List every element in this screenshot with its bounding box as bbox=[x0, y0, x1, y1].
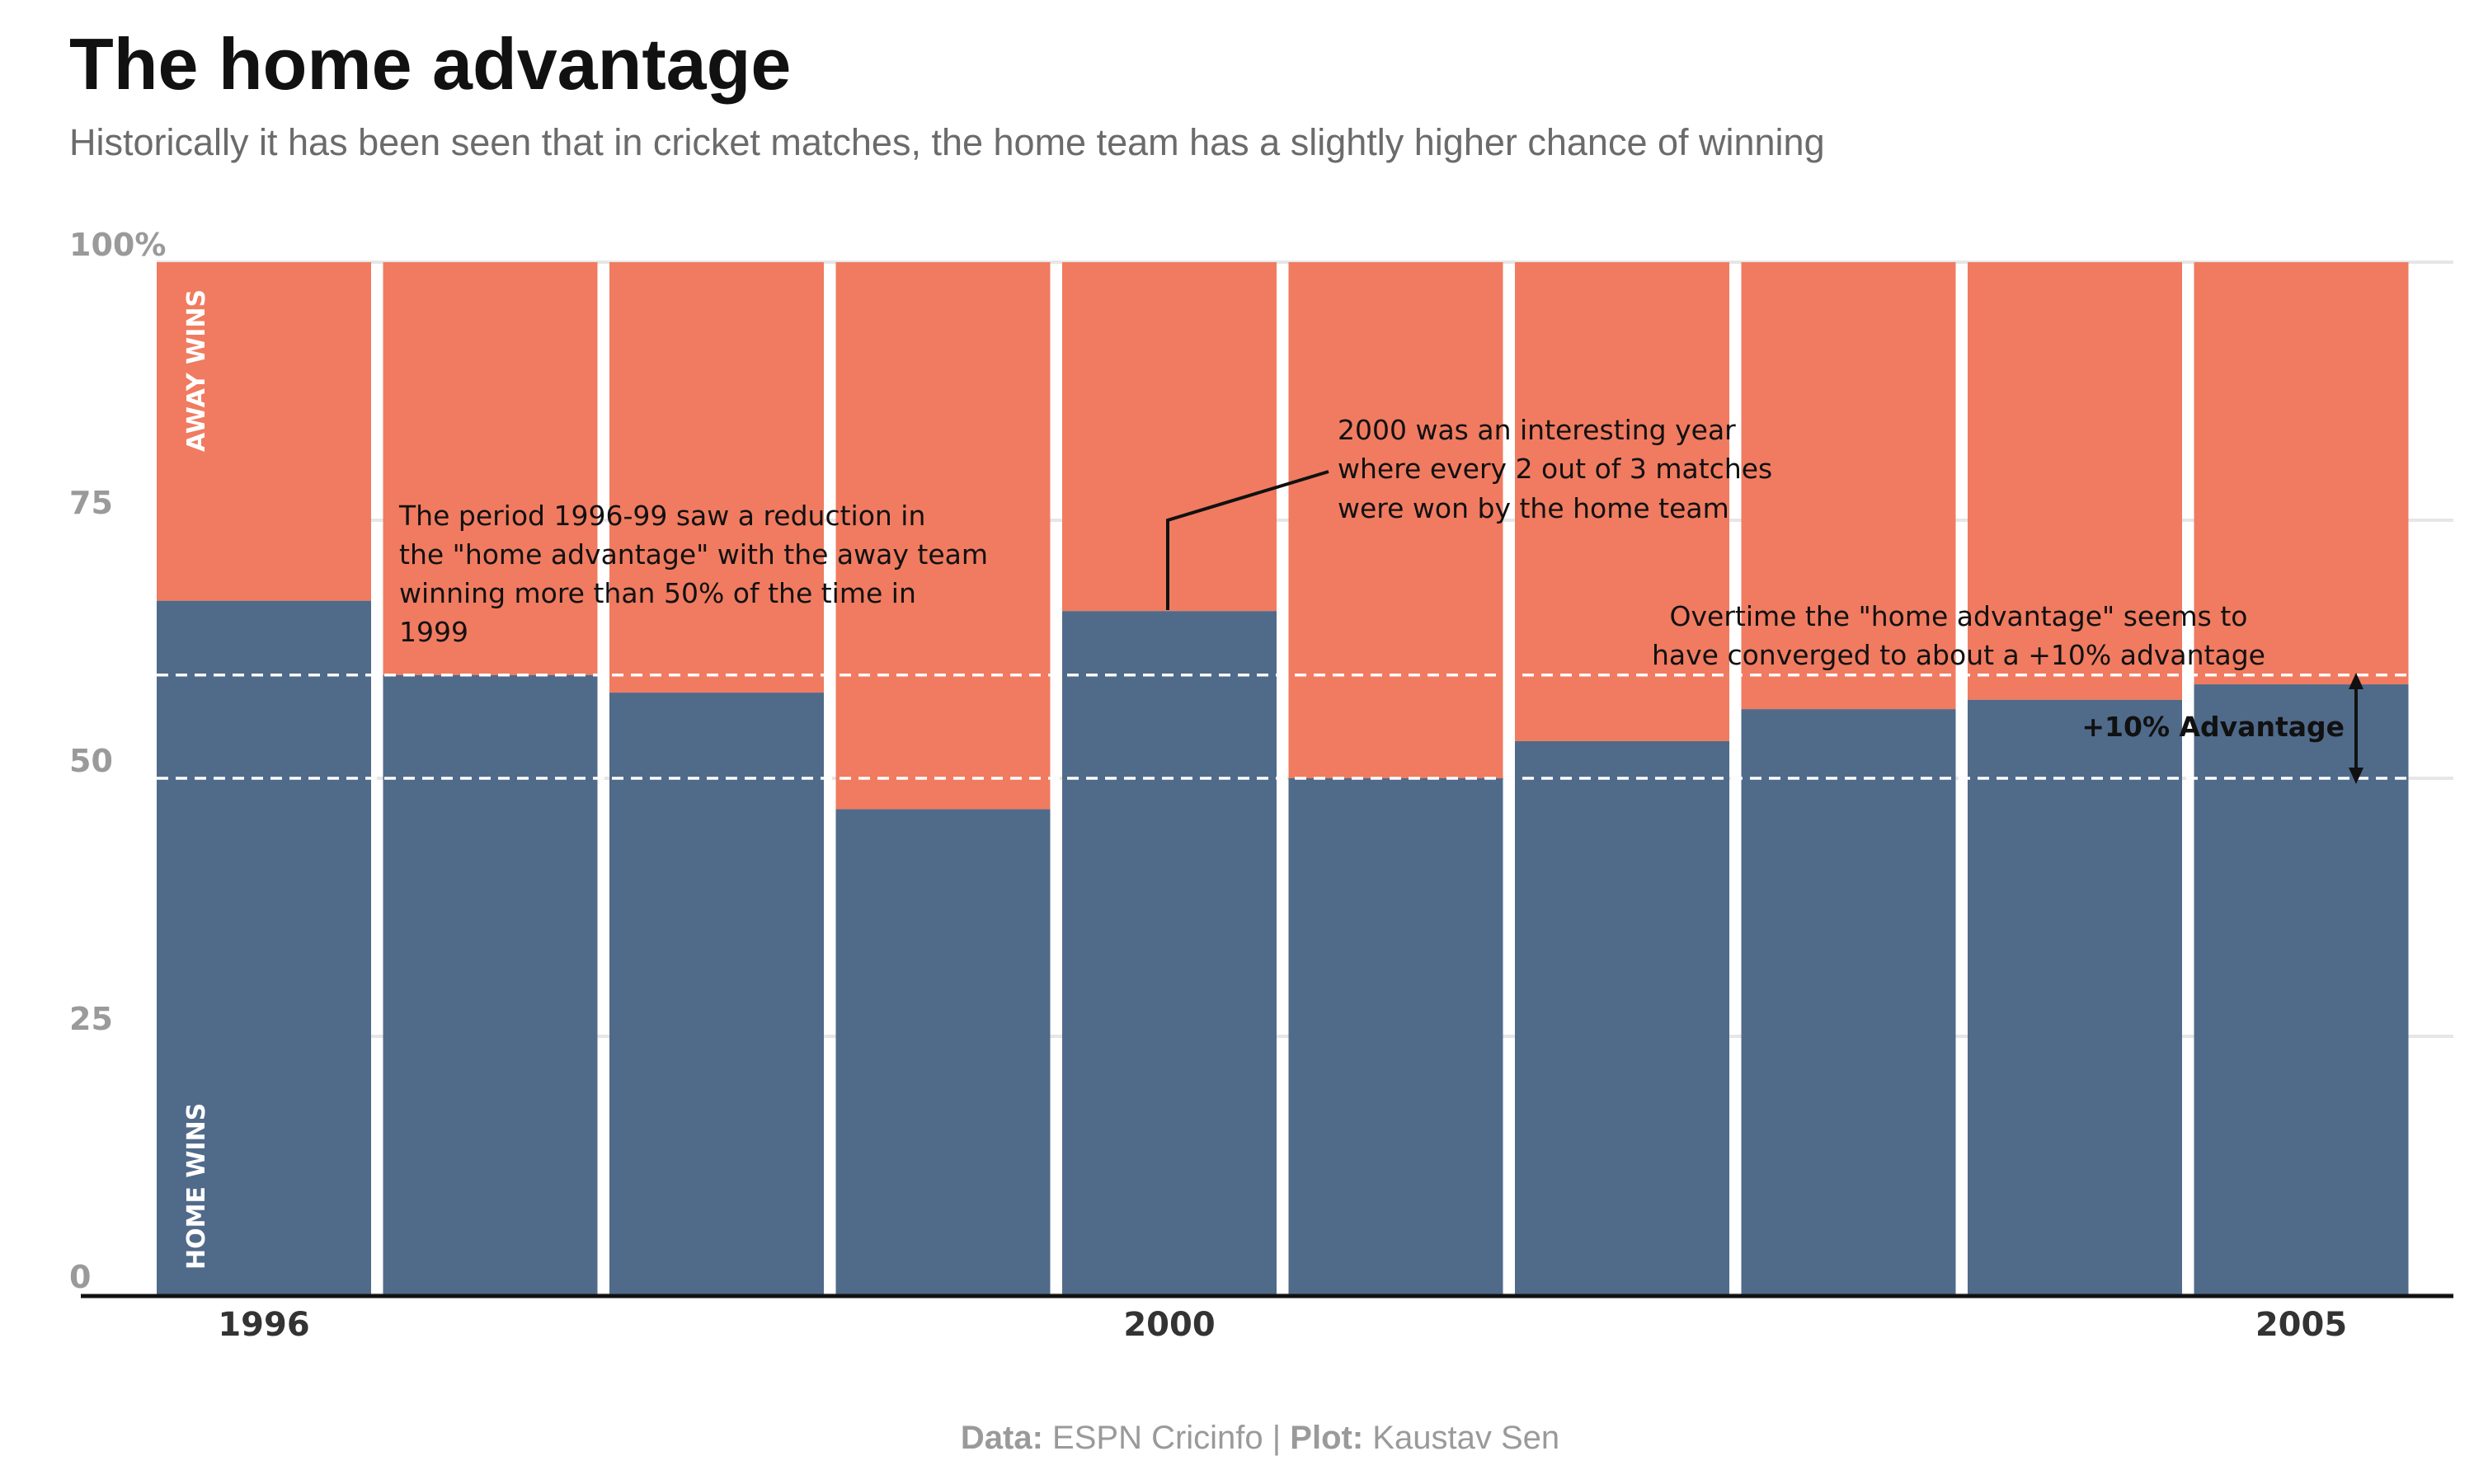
bar-home-1998 bbox=[609, 693, 824, 1294]
bar-home-2002 bbox=[1515, 740, 1729, 1294]
annotation-overtime-line-1: Overtime the "home advantage" seems to bbox=[1670, 600, 2248, 632]
series-label-away-wins: AWAY WINS bbox=[182, 289, 211, 452]
annotation-period-line-1: The period 1996-99 saw a reduction in bbox=[398, 500, 925, 532]
annotation-period-line-3: winning more than 50% of the time in bbox=[399, 577, 916, 609]
annotation-period-line-2: the "home advantage" with the away team bbox=[399, 538, 988, 571]
y-tick-label-100: 100% bbox=[69, 227, 166, 263]
annotation-2000-line-3: were won by the home team bbox=[1338, 492, 1729, 524]
bar-away-2005 bbox=[2194, 262, 2409, 685]
annotation-period-line-4: 1999 bbox=[399, 616, 468, 648]
bar-home-2001 bbox=[1288, 778, 1503, 1294]
annotation-overtime: Overtime the "home advantage" seems to h… bbox=[1652, 600, 2265, 671]
bar-away-2002 bbox=[1515, 262, 1729, 741]
caption-plot-label: Plot: bbox=[1290, 1420, 1363, 1456]
bar-home-1997 bbox=[383, 674, 598, 1294]
y-tick-label-75: 75 bbox=[69, 485, 113, 521]
annotation-2000-connector bbox=[1166, 470, 1329, 610]
annotation-2000-line-1: 2000 was an interesting year bbox=[1338, 414, 1736, 446]
annotation-overtime-line-2: have converged to about a +10% advantage bbox=[1652, 639, 2265, 671]
advantage-arrow-head-down bbox=[2349, 768, 2363, 784]
x-tick-label-1996: 1996 bbox=[218, 1306, 309, 1344]
caption: Data: ESPN Cricinfo | Plot: Kaustav Sen bbox=[961, 1420, 1559, 1456]
bars bbox=[157, 262, 2409, 1294]
bar-away-2001 bbox=[1288, 262, 1503, 778]
bar-away-2004 bbox=[1968, 262, 2182, 700]
advantage-label: +10% Advantage bbox=[2081, 711, 2345, 743]
chart-title: The home advantage bbox=[69, 23, 791, 105]
bar-away-1999 bbox=[835, 262, 1051, 810]
x-tick-label-2005: 2005 bbox=[2255, 1306, 2347, 1344]
axes: 0 25 50 75 100% 1996 2000 2005 bbox=[69, 227, 2453, 1344]
advantage-arrow-head-up bbox=[2349, 673, 2363, 689]
y-tick-label-50: 50 bbox=[69, 743, 113, 779]
annotation-advantage: +10% Advantage bbox=[2081, 673, 2363, 784]
reference-lines bbox=[157, 674, 2408, 780]
caption-plot-value: Kaustav Sen bbox=[1372, 1420, 1559, 1456]
bar-home-1999 bbox=[835, 809, 1051, 1294]
bar-home-2003 bbox=[1741, 709, 1956, 1294]
bar-away-2003 bbox=[1741, 262, 1956, 710]
caption-data-value: ESPN Cricinfo bbox=[1052, 1420, 1263, 1456]
x-tick-label-2000: 2000 bbox=[1123, 1306, 1215, 1344]
bar-home-1996 bbox=[157, 600, 371, 1294]
bar-home-2000 bbox=[1062, 611, 1277, 1294]
bar-away-1996 bbox=[157, 262, 371, 601]
annotation-period: The period 1996-99 saw a reduction in th… bbox=[398, 500, 988, 648]
bar-away-1997 bbox=[383, 262, 598, 675]
caption-separator: | bbox=[1272, 1420, 1281, 1456]
chart-subtitle: Historically it has been seen that in cr… bbox=[69, 121, 1825, 163]
caption-data-label: Data: bbox=[961, 1420, 1043, 1456]
bar-away-1998 bbox=[609, 262, 824, 693]
y-tick-label-25: 25 bbox=[69, 1001, 113, 1037]
y-tick-label-0: 0 bbox=[69, 1259, 91, 1295]
series-label-home-wins: HOME WINS bbox=[182, 1103, 211, 1270]
annotation-2000: 2000 was an interesting year where every… bbox=[1166, 414, 1772, 610]
bar-home-2005 bbox=[2194, 684, 2409, 1294]
bar-home-2004 bbox=[1968, 699, 2182, 1294]
annotation-2000-line-2: where every 2 out of 3 matches bbox=[1338, 453, 1772, 485]
